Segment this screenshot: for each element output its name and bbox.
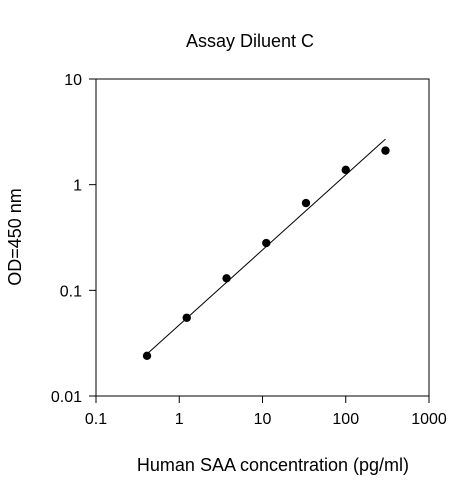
- data-point: [222, 274, 231, 283]
- x-tick-label: 0.1: [85, 411, 107, 428]
- x-axis-ticks: 0.1 1 10 100 1000: [85, 396, 447, 428]
- x-tick-label: 100: [332, 411, 359, 428]
- y-axis-label: OD=450 nm: [5, 188, 25, 286]
- x-tick-label: 10: [254, 411, 272, 428]
- data-point: [341, 165, 350, 175]
- data-point: [262, 238, 271, 248]
- data-point: [142, 351, 152, 361]
- x-tick-label: 1000: [411, 411, 447, 428]
- x-axis-label: Human SAA concentration (pg/ml): [137, 455, 409, 475]
- data-points: [142, 146, 390, 361]
- data-point: [381, 146, 390, 155]
- y-tick-label: 0.1: [60, 283, 82, 300]
- y-axis-ticks: 0.01 0.1 1 10: [51, 72, 96, 406]
- y-tick-label: 1: [73, 178, 82, 195]
- y-tick-label: 0.01: [51, 389, 82, 406]
- y-tick-label: 10: [64, 72, 82, 89]
- data-point: [182, 313, 191, 322]
- data-point: [301, 198, 311, 208]
- plot-area-frame: [95, 78, 430, 397]
- x-tick-label: 1: [175, 411, 184, 428]
- chart-title: Assay Diluent C: [186, 31, 314, 51]
